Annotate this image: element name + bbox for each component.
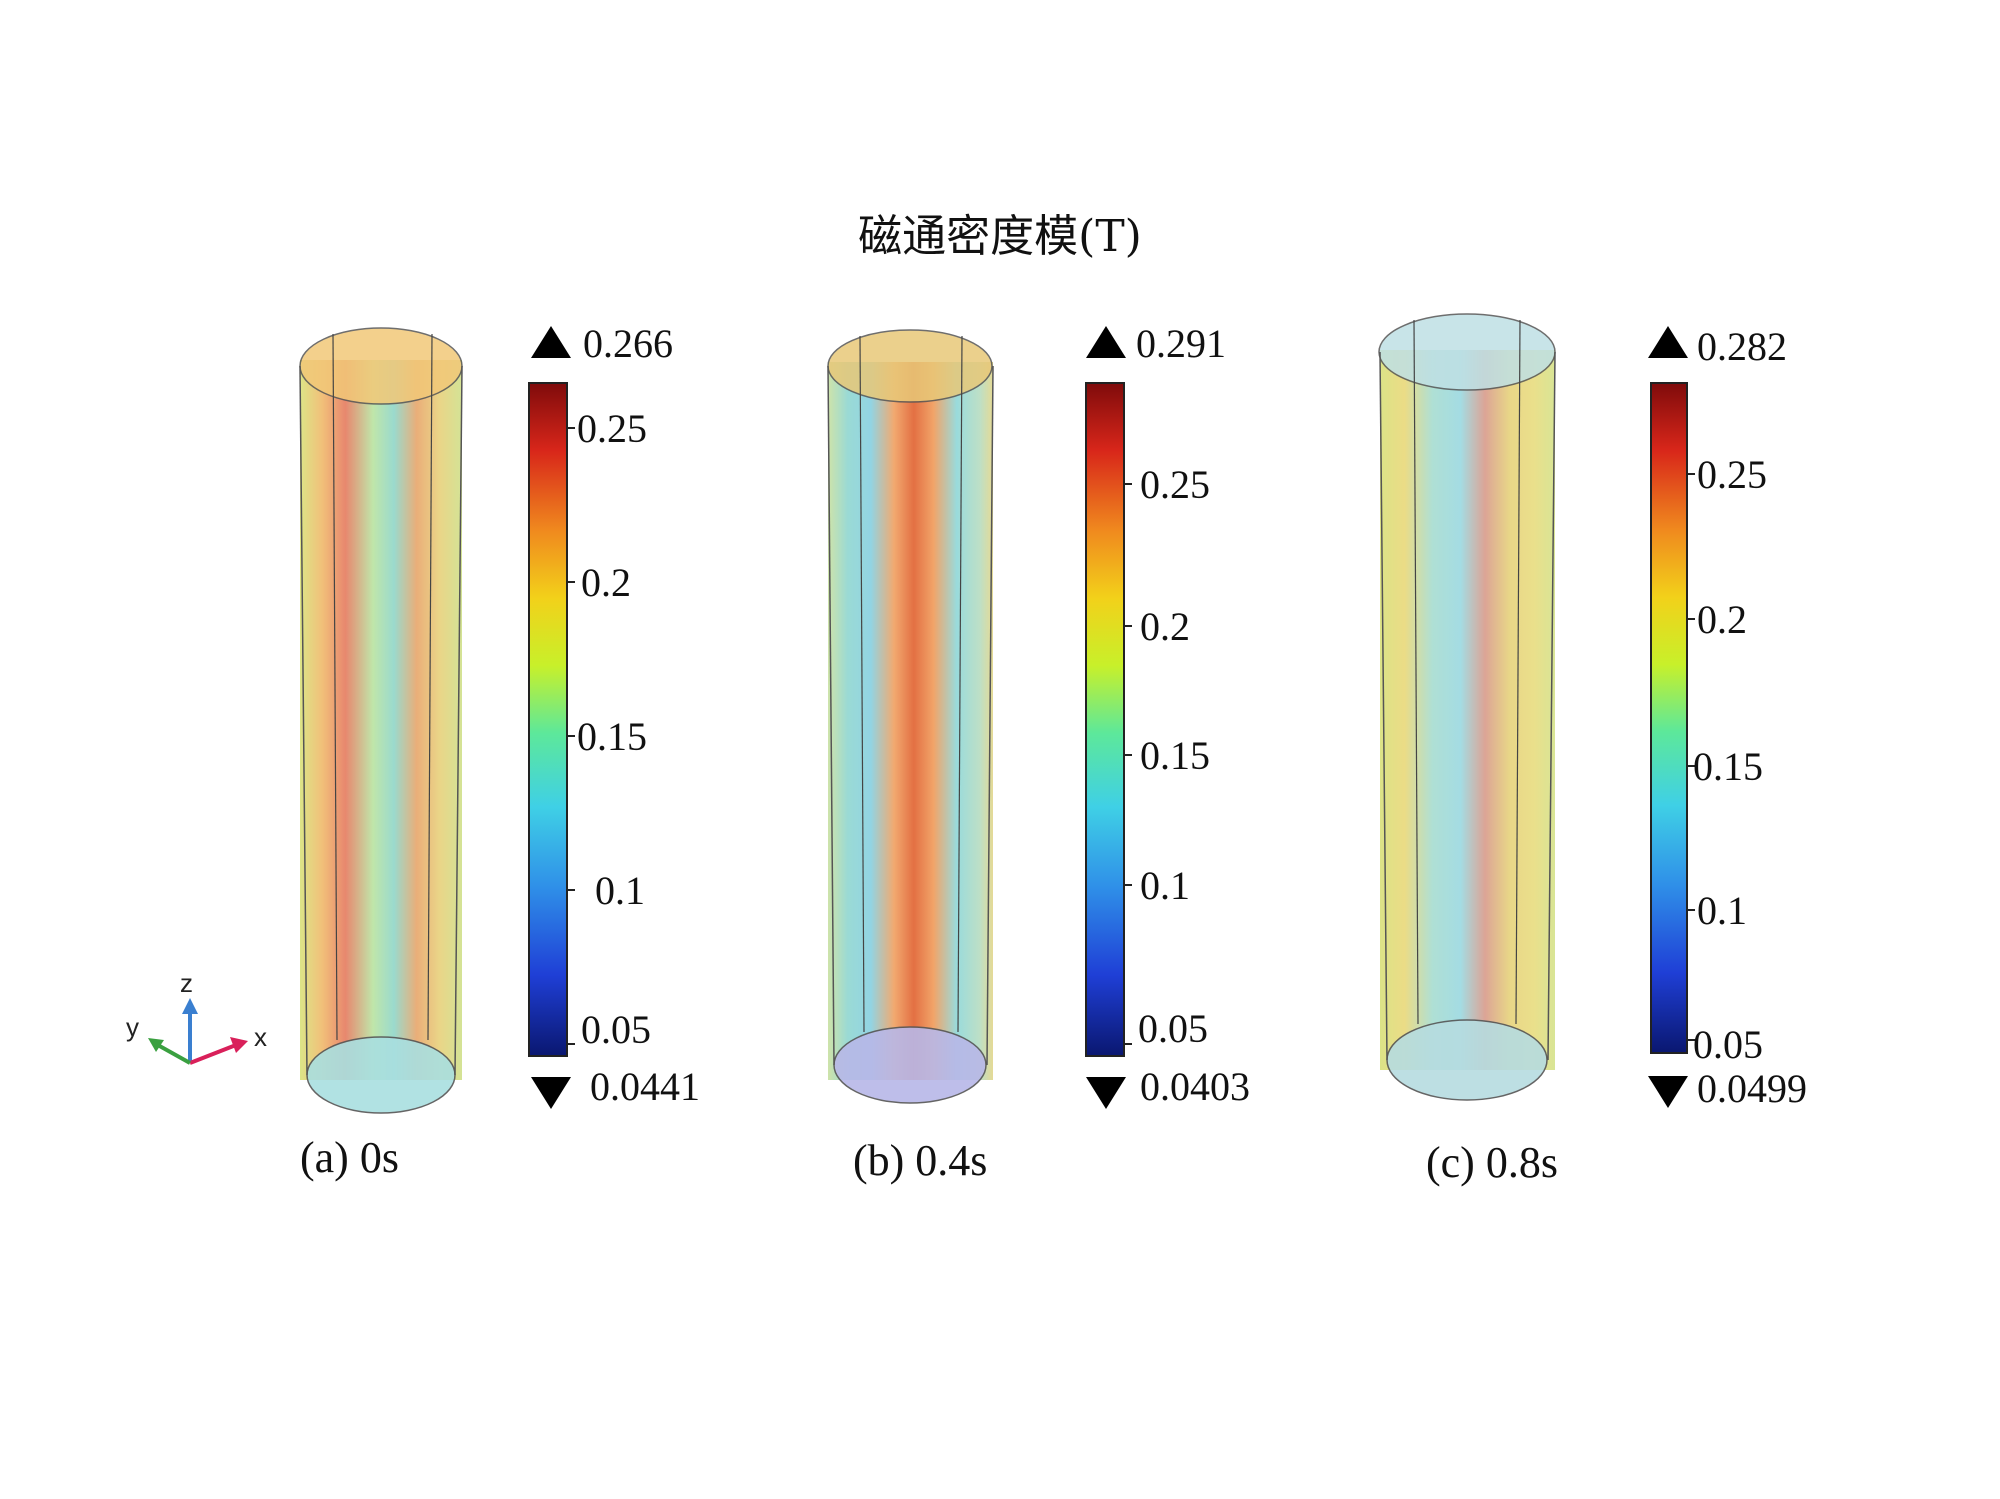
panel-c: 0.282 0.0499 0.25 0.2 0.15 0.1 0.05 (c) … bbox=[1378, 313, 1807, 1187]
colorbar-tick-label: 0.15 bbox=[1693, 744, 1763, 789]
min-triangle-icon bbox=[1086, 1077, 1126, 1109]
axis-triad-icon: z x y bbox=[126, 968, 267, 1065]
colorbar-tick-label: 0.1 bbox=[595, 868, 645, 913]
colorbar-tick-label: 0.2 bbox=[1697, 597, 1747, 642]
colorbar-max-label: 0.266 bbox=[583, 321, 673, 366]
colorbar-tick-label: 0.25 bbox=[1140, 462, 1210, 507]
colorbar-tick-label: 0.25 bbox=[577, 406, 647, 451]
colorbar-tick-label: 0.2 bbox=[581, 560, 631, 605]
colorbar-a: 0.266 0.0441 0.25 0.2 0.15 0.1 0.05 bbox=[528, 321, 700, 1109]
cylinder-a bbox=[299, 327, 463, 1114]
axis-z-label: z bbox=[180, 968, 193, 998]
colorbar-tick-label: 0.05 bbox=[1138, 1006, 1208, 1051]
colorbar-max-label: 0.282 bbox=[1697, 324, 1787, 369]
axis-y-label: y bbox=[126, 1012, 139, 1042]
max-triangle-icon bbox=[1648, 326, 1688, 358]
colorbar-tick-label: 0.05 bbox=[581, 1007, 651, 1052]
axis-x-label: x bbox=[254, 1022, 267, 1052]
colorbar-min-label: 0.0403 bbox=[1140, 1064, 1250, 1109]
colorbar-tick-label: 0.1 bbox=[1140, 863, 1190, 908]
colorbar-min-label: 0.0441 bbox=[590, 1064, 700, 1109]
panel-a: 0.266 0.0441 0.25 0.2 0.15 0.1 0.05 (a) … bbox=[299, 321, 700, 1182]
colorbar-tick-label: 0.2 bbox=[1140, 604, 1190, 649]
colorbar-tick-label: 0.25 bbox=[1697, 452, 1767, 497]
panel-caption: (a) 0s bbox=[300, 1133, 399, 1182]
colorbar-tick-label: 0.15 bbox=[1140, 733, 1210, 778]
cylinder-b bbox=[827, 329, 994, 1104]
min-triangle-icon bbox=[1648, 1076, 1688, 1108]
max-triangle-icon bbox=[531, 326, 571, 358]
colorbar-c: 0.282 0.0499 0.25 0.2 0.15 0.1 0.05 bbox=[1648, 324, 1807, 1111]
panel-b: 0.291 0.0403 0.25 0.2 0.15 0.1 0.05 (b) … bbox=[827, 321, 1250, 1185]
cylinder-c bbox=[1378, 313, 1556, 1101]
colorbar-b: 0.291 0.0403 0.25 0.2 0.15 0.1 0.05 bbox=[1085, 321, 1250, 1109]
colorbar-tick-label: 0.05 bbox=[1693, 1022, 1763, 1067]
colorbar-tick-label: 0.15 bbox=[577, 714, 647, 759]
panel-caption: (b) 0.4s bbox=[853, 1136, 987, 1185]
figure-title: 磁通密度模(T) bbox=[858, 211, 1142, 262]
min-triangle-icon bbox=[531, 1077, 571, 1109]
colorbar-min-label: 0.0499 bbox=[1697, 1066, 1807, 1111]
colorbar-tick-label: 0.1 bbox=[1697, 888, 1747, 933]
colorbar-max-label: 0.291 bbox=[1136, 321, 1226, 366]
panel-caption: (c) 0.8s bbox=[1426, 1138, 1558, 1187]
max-triangle-icon bbox=[1086, 326, 1126, 358]
